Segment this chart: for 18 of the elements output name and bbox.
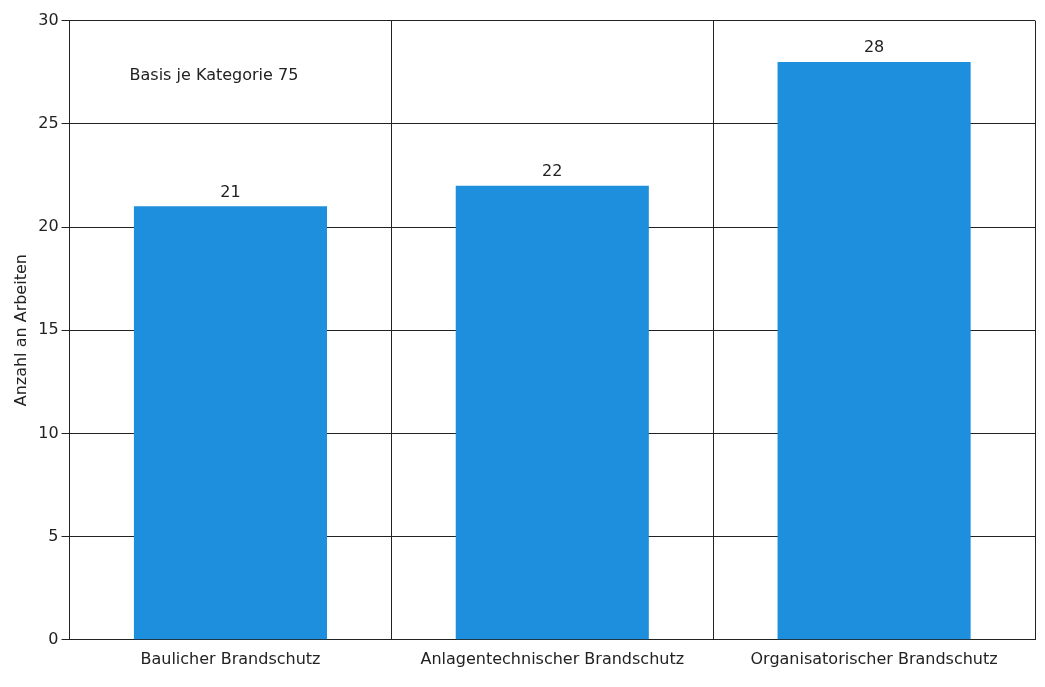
y-tick-label: 20 [38,216,59,236]
annotation: Basis je Kategorie 75 [129,64,299,84]
y-tick-label: 25 [38,112,59,132]
y-tick-label: 0 [48,628,59,648]
x-tick-label: Baulicher Brandschutz [140,648,321,668]
bar [455,185,649,640]
bar [777,61,971,640]
bar [133,206,328,640]
y-tick-label: 30 [38,9,59,29]
data-label: 28 [863,37,885,57]
y-tick-label: 5 [48,525,59,545]
x-tick-label: Organisatorischer Brandschutz [750,648,998,668]
data-label: 21 [220,181,241,201]
y-tick-label: 15 [38,319,59,339]
x-tick-label: Anlagentechnischer Brandschutz [420,648,685,668]
data-label: 22 [542,160,563,180]
y-axis-title: Anzahl an Arbeiten [10,254,30,407]
y-tick-label: 10 [38,422,59,442]
